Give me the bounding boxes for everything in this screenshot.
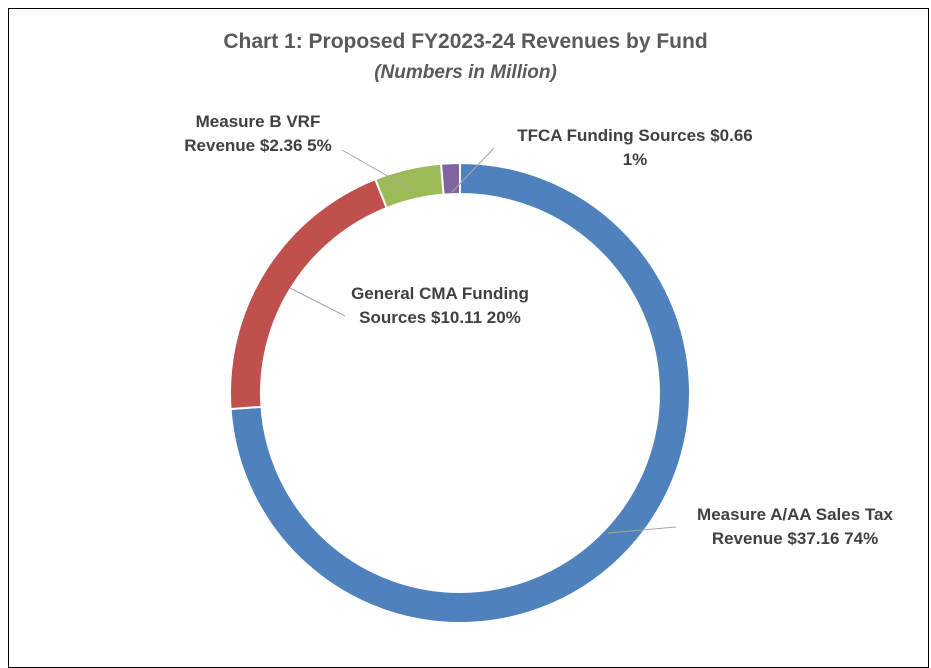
value-label: $37.16 — [787, 529, 840, 548]
data-label: TFCA Funding Sources $0.66 1% — [515, 124, 755, 172]
leader-line — [451, 147, 495, 193]
data-label: Measure A/AA Sales Tax Revenue $37.16 74… — [665, 503, 925, 551]
category-label: General CMA Funding Sources — [351, 284, 529, 327]
category-label: Measure A/AA Sales Tax Revenue — [697, 505, 893, 548]
data-label: General CMA Funding Sources $10.11 20% — [340, 282, 540, 330]
leader-line — [607, 526, 677, 534]
leader-line — [341, 149, 413, 191]
data-label: Measure B VRF Revenue $2.36 5% — [178, 110, 338, 158]
leader-lines — [289, 147, 677, 534]
percent-label: 1% — [622, 150, 648, 169]
value-label: $10.11 — [431, 308, 483, 327]
percent-label: 20% — [486, 308, 521, 327]
percent-label: 5% — [307, 136, 332, 155]
chart: Chart 1: Proposed FY2023-24 Revenues by … — [8, 8, 929, 668]
category-label: TFCA Funding Sources — [517, 126, 706, 145]
donut-slice — [373, 162, 445, 210]
plot — [229, 147, 691, 624]
leader-line — [289, 287, 346, 317]
value-label: $2.36 — [259, 136, 303, 155]
donut-slice — [229, 161, 691, 624]
percent-label: 74% — [844, 529, 879, 548]
donut-slice — [439, 161, 461, 196]
chart-subtitle: (Numbers in Million) — [374, 62, 557, 83]
value-label: $0.66 — [710, 126, 753, 145]
chart-title: Chart 1: Proposed FY2023-24 Revenues by … — [223, 30, 708, 53]
category-label: Measure B VRF Revenue — [184, 112, 321, 155]
